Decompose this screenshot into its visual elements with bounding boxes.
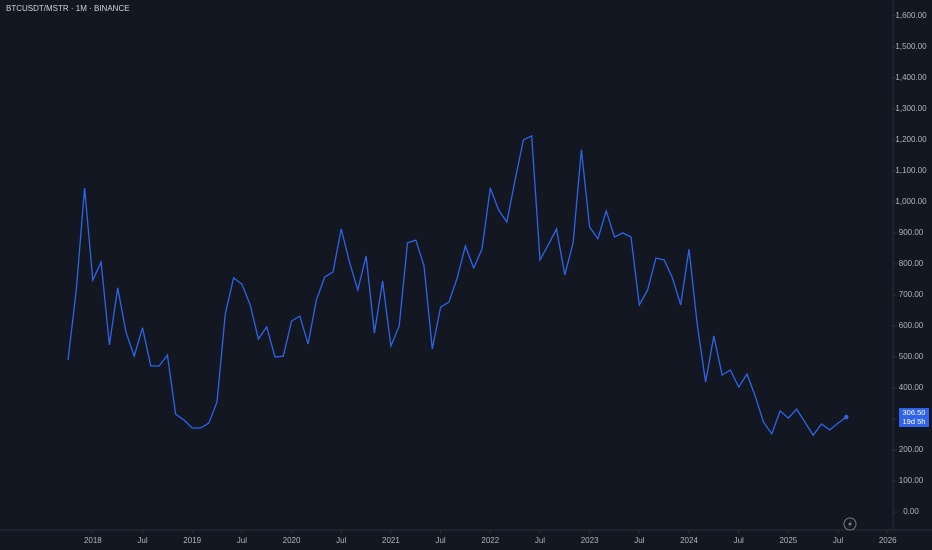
y-tick-label: 1,300.00 xyxy=(895,104,927,113)
y-tick-label: 1,400.00 xyxy=(895,73,927,82)
price-line xyxy=(67,134,847,437)
x-tick-label: 2018 xyxy=(84,536,102,545)
y-tick-label: 500.00 xyxy=(899,352,924,361)
y-tick-label: 1,000.00 xyxy=(895,197,927,206)
chart-title: BTCUSDT/MSTR · 1M · BINANCE xyxy=(6,4,130,13)
last-price-box xyxy=(899,408,929,428)
y-tick-label: 100.00 xyxy=(899,476,924,485)
y-tick-label: 1,200.00 xyxy=(895,135,927,144)
y-tick-label: 600.00 xyxy=(899,321,924,330)
x-tick-label: Jul xyxy=(137,536,147,545)
last-point xyxy=(844,414,849,420)
x-tick-label: Jul xyxy=(435,536,445,545)
last-price-label: 306.50 xyxy=(903,408,926,417)
y-tick-label: 400.00 xyxy=(899,383,924,392)
y-tick-label: 900.00 xyxy=(899,228,924,237)
x-tick-label: 2021 xyxy=(382,536,400,545)
x-tick-label: Jul xyxy=(734,536,744,545)
x-tick-label: 2023 xyxy=(581,536,599,545)
x-tick-label: 2025 xyxy=(779,536,797,545)
bolt-icon xyxy=(843,517,857,531)
y-tick-label: 800.00 xyxy=(899,259,924,268)
x-tick-label: 2019 xyxy=(183,536,201,545)
y-tick-label: 0.00 xyxy=(903,507,919,516)
y-tick-label: 700.00 xyxy=(899,290,924,299)
x-tick-label: Jul xyxy=(336,536,346,545)
x-tick-label: Jul xyxy=(833,536,843,545)
x-tick-label: 2022 xyxy=(481,536,499,545)
x-tick-label: Jul xyxy=(634,536,644,545)
x-tick-label: Jul xyxy=(237,536,247,545)
x-tick-label: 2020 xyxy=(283,536,301,545)
x-tick-label: 2026 xyxy=(879,536,897,545)
y-tick-label: 200.00 xyxy=(899,445,924,454)
y-tick-label: 1,500.00 xyxy=(895,42,927,51)
x-tick-label: 2024 xyxy=(680,536,698,545)
x-tick-label: Jul xyxy=(535,536,545,545)
y-tick-label: 1,600.00 xyxy=(895,11,927,20)
countdown-label: 19d 5h xyxy=(903,417,926,426)
y-tick-label: 1,100.00 xyxy=(895,166,927,175)
